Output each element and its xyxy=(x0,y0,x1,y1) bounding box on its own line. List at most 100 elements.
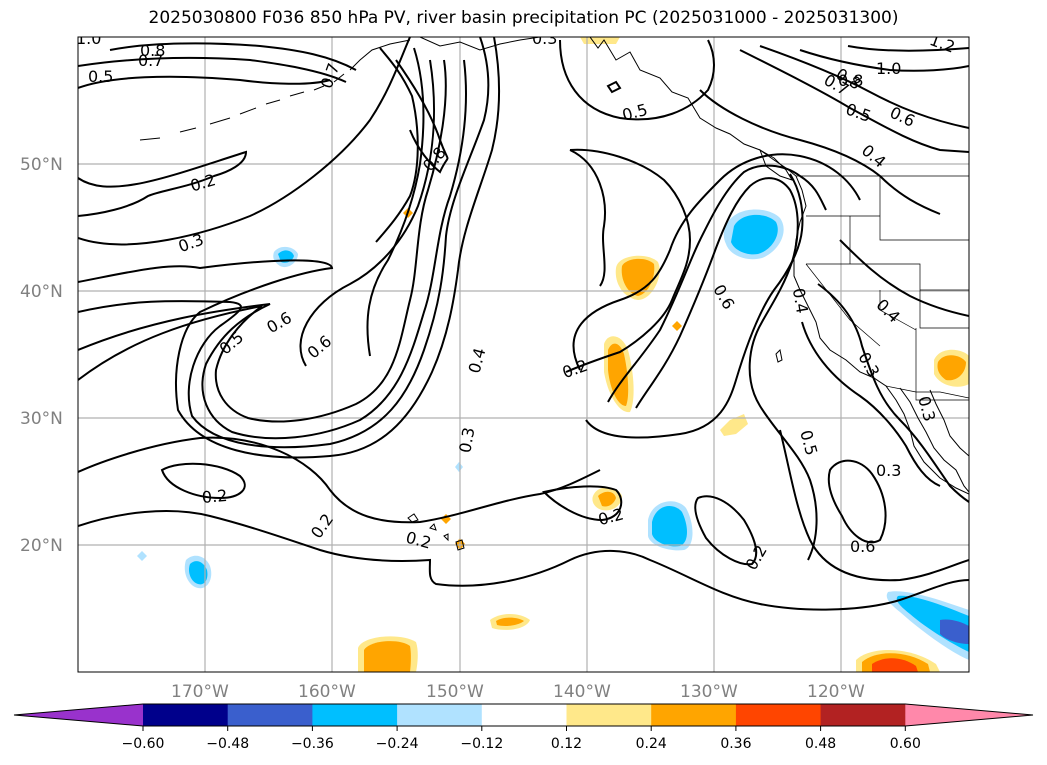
lon-tick-label: 150°W xyxy=(426,682,484,702)
colorbar-tick-label: 0.36 xyxy=(720,736,751,752)
pv-contour-line xyxy=(839,239,969,317)
pv-contour-line xyxy=(847,45,969,52)
precip-positive-area xyxy=(364,641,411,672)
contour-label: 0.3 xyxy=(876,461,901,480)
precip-positive-area xyxy=(672,321,682,331)
pv-contour-line xyxy=(78,436,601,524)
pv-contour-line xyxy=(817,283,969,503)
pv-contour-line xyxy=(78,37,500,459)
lon-tick-label: 170°W xyxy=(171,682,229,702)
ocean-background xyxy=(78,37,969,672)
us-mexico-border xyxy=(885,385,969,399)
colorbar-extend-low xyxy=(14,704,143,726)
colorbar-segment xyxy=(312,704,398,726)
colorbar-tick-label: −0.12 xyxy=(460,736,503,752)
lat-tick-label: 40°N xyxy=(20,282,63,302)
precip-positive-area xyxy=(937,355,966,381)
gulf-of-california-coastline xyxy=(929,389,969,457)
contour-label: 0.2 xyxy=(201,486,228,507)
precip-negative-area xyxy=(652,506,687,547)
pv-contour-line xyxy=(78,59,447,423)
latitude-labels: 20°N 30°N 40°N 50°N xyxy=(20,155,63,556)
lon-tick-label: 160°W xyxy=(298,682,356,702)
colorbar-segment xyxy=(143,704,229,726)
precip-negative-area xyxy=(137,551,147,561)
colorbar-segment xyxy=(820,704,906,726)
vancouver-island xyxy=(759,148,794,181)
pv-contour-line xyxy=(78,150,248,217)
colorbar: −0.60 −0.48 −0.36 −0.24 −0.12 0.12 0.24 0.36 0.4… xyxy=(13,703,1034,752)
precip-negative-area xyxy=(940,619,969,644)
longitude-labels: 170°W 160°W 150°W 140°W 130°W 120°W xyxy=(171,682,865,702)
lon-tick-label: 130°W xyxy=(680,682,738,702)
colorbar-tick-label: 0.60 xyxy=(890,736,921,752)
colorbar-tick-label: 0.24 xyxy=(636,736,667,752)
colorbar-tick-label: −0.60 xyxy=(122,736,165,752)
graticule xyxy=(78,37,969,672)
pv-contour-line xyxy=(827,459,887,544)
pv-contour-line xyxy=(78,59,468,440)
pv-contour-line xyxy=(78,57,347,83)
contour-label: 0.3 xyxy=(532,29,557,48)
pv-contour-line xyxy=(78,75,331,89)
pv-contour-line xyxy=(739,49,969,153)
colorbar-segment xyxy=(735,704,822,726)
precip-positive-area xyxy=(598,491,616,507)
contour-label: 0.7 xyxy=(138,51,163,70)
alaska-aleutians xyxy=(139,39,411,141)
us-state-border xyxy=(806,176,969,401)
contour-label: 0.3 xyxy=(455,426,478,454)
pv-contour-line xyxy=(559,39,715,121)
pv-contour-line xyxy=(694,495,758,566)
contour-label: 1.0 xyxy=(76,29,101,48)
pv-contour-line xyxy=(375,47,419,243)
contour-label: 0.8 xyxy=(140,41,165,60)
contour-label: 0.8 xyxy=(838,71,863,90)
north-america-coastline xyxy=(589,37,969,495)
precip-positive-area xyxy=(872,658,918,672)
pv-contour-line xyxy=(78,37,490,449)
pv-contour-line xyxy=(606,80,622,94)
lon-tick-label: 120°W xyxy=(807,682,865,702)
precip-positive-area xyxy=(580,37,620,44)
state-border-nv-ca xyxy=(805,263,881,347)
colorbar-segment xyxy=(481,704,567,726)
contour-label: 1.0 xyxy=(876,59,901,78)
colorbar-segment xyxy=(651,704,737,726)
colorbar-tick-label: −0.36 xyxy=(291,736,334,752)
pv-contour-line xyxy=(572,153,861,371)
precip-negative-area xyxy=(731,214,778,255)
map-area: 1.0 0.8 0.7 0.5 0.2 0.3 0.6 0.5 0.6 0.7 … xyxy=(76,29,969,672)
contour-label: 0.5 xyxy=(88,67,113,86)
pv-contour-line xyxy=(569,149,606,287)
lat-tick-label: 30°N xyxy=(20,409,63,429)
pv-contour-line xyxy=(699,89,941,215)
colorbar-segment xyxy=(566,704,652,726)
colorbar-segment xyxy=(227,704,313,726)
precip-positive-area xyxy=(720,414,748,436)
colorbar-extend-high xyxy=(905,704,1033,726)
pv-contour-line xyxy=(160,462,246,500)
precip-positive-area xyxy=(608,343,629,406)
pv-contour-line xyxy=(78,37,411,246)
precip-negative-area xyxy=(455,462,463,472)
baja-california-coastline xyxy=(899,387,969,493)
pv-contour-line xyxy=(799,49,969,72)
political-borders xyxy=(796,175,969,401)
island xyxy=(775,348,783,363)
precip-positive-area xyxy=(496,617,524,626)
plot-title: 2025030800 F036 850 hPa PV, river basin … xyxy=(148,8,899,28)
colorbar-segment xyxy=(397,704,483,726)
pv-contour-line xyxy=(759,45,969,129)
precip-negative-area xyxy=(188,561,208,585)
alaska-coast xyxy=(419,37,541,51)
pv-contour-line xyxy=(779,429,969,582)
contour-label: 0.4 xyxy=(789,287,812,315)
pv-contour-line xyxy=(585,173,804,439)
map-frame xyxy=(77,36,970,673)
lat-tick-label: 20°N xyxy=(20,536,63,556)
pv-contour-line xyxy=(395,59,449,174)
pv-contour-line xyxy=(801,321,941,487)
pv-contour-line xyxy=(109,42,357,71)
